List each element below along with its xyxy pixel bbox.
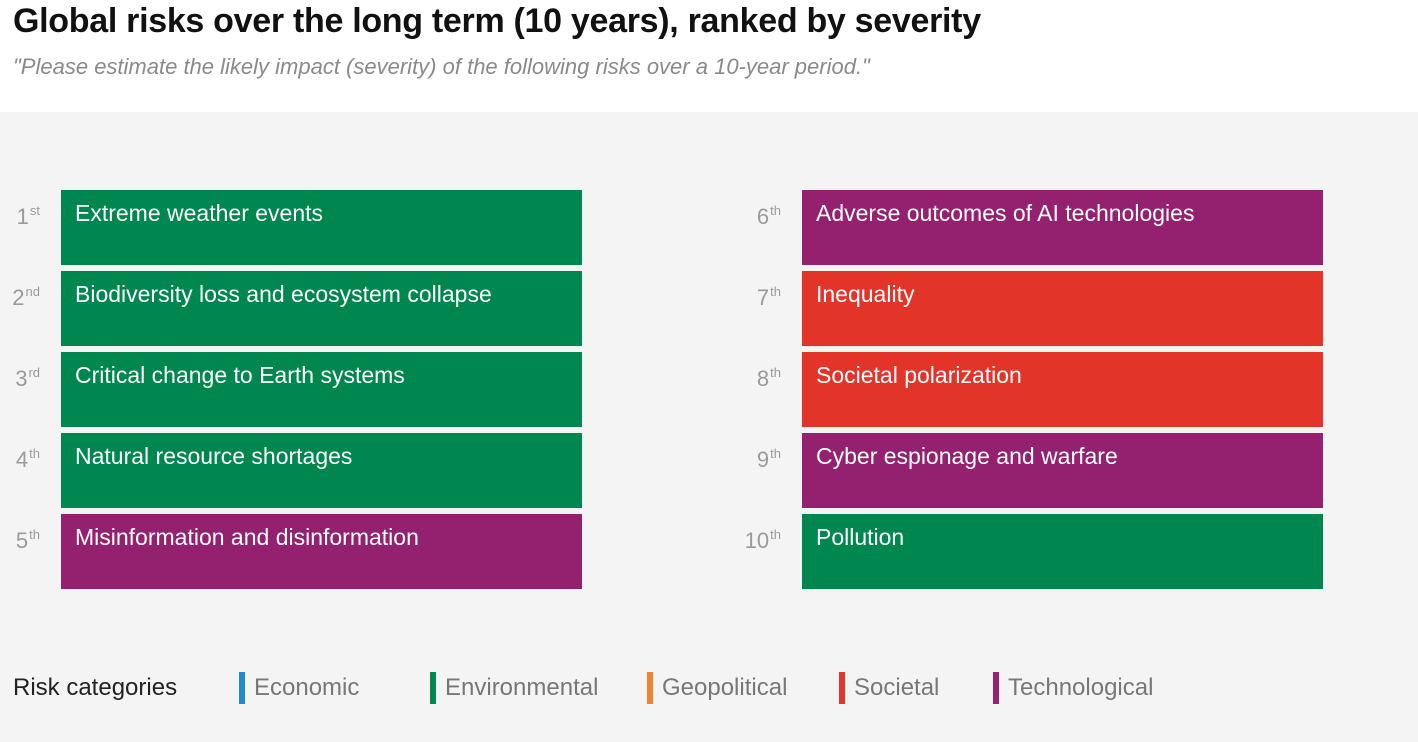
risk-ranking-list: 1st Extreme weather events 2nd Biodiversity… — [0, 112, 1418, 742]
legend-swatch — [839, 672, 845, 704]
legend: Risk categories Economic Environmental Geo… — [0, 670, 1418, 710]
rank-ordinal-suffix: th — [29, 446, 40, 461]
rank-number-value: 8 — [756, 366, 770, 391]
risk-bar: Inequality — [802, 271, 1323, 346]
risk-label: Biodiversity loss and ecosystem collapse — [75, 281, 492, 307]
rank-ordinal-suffix: th — [770, 284, 781, 299]
risk-bar: Extreme weather events — [61, 190, 582, 265]
risk-row: 10th Pollution — [741, 514, 1323, 589]
rank-number-value: 7 — [756, 285, 770, 310]
risk-bar: Cyber espionage and warfare — [802, 433, 1323, 508]
legend-label: Societal — [854, 674, 940, 701]
chart-header: Global risks over the long term (10 year… — [0, 0, 1418, 112]
risk-label: Societal polarization — [816, 362, 1022, 388]
rank-ordinal-suffix: th — [770, 446, 781, 461]
rank-number: 2nd — [0, 284, 40, 311]
risk-label: Misinformation and disinformation — [75, 524, 419, 550]
rank-number: 9th — [741, 446, 781, 473]
risk-bar: Adverse outcomes of AI technologies — [802, 190, 1323, 265]
legend-swatch — [993, 672, 999, 704]
rank-number: 8th — [741, 365, 781, 392]
rank-number-value: 5 — [15, 528, 29, 553]
rank-number-value: 4 — [15, 447, 29, 472]
rank-number: 3rd — [0, 365, 40, 392]
rank-ordinal-suffix: th — [29, 527, 40, 542]
risk-label: Pollution — [816, 524, 905, 550]
legend-title: Risk categories — [13, 674, 178, 701]
rank-number-value: 3 — [15, 366, 28, 391]
rank-number: 5th — [0, 527, 40, 554]
chart-subtitle: "Please estimate the likely impact (seve… — [13, 54, 870, 79]
risk-row: 9th Cyber espionage and warfare — [741, 433, 1323, 508]
rank-number-value: 6 — [756, 204, 770, 229]
risk-row: 5th Misinformation and disinformation — [0, 514, 582, 589]
legend-label: Technological — [1008, 674, 1154, 701]
risk-bar: Critical change to Earth systems — [61, 352, 582, 427]
rank-number: 10th — [741, 527, 781, 554]
chart-title: Global risks over the long term (10 year… — [13, 2, 981, 40]
legend-swatch — [239, 672, 245, 704]
legend-label: Environmental — [445, 674, 599, 701]
rank-number: 4th — [0, 446, 40, 473]
rank-number: 6th — [741, 203, 781, 230]
risk-row: 2nd Biodiversity loss and ecosystem colla… — [0, 271, 582, 346]
rank-number-value: 10 — [744, 528, 770, 553]
risk-label: Adverse outcomes of AI technologies — [816, 200, 1195, 226]
rank-ordinal-suffix: th — [770, 203, 781, 218]
legend-swatch — [647, 672, 653, 704]
risk-row: 3rd Critical change to Earth systems — [0, 352, 582, 427]
rank-number-value: 9 — [756, 447, 770, 472]
risk-label: Critical change to Earth systems — [75, 362, 405, 388]
risk-label: Extreme weather events — [75, 200, 324, 226]
risk-bar: Biodiversity loss and ecosystem collapse — [61, 271, 582, 346]
risk-bar: Natural resource shortages — [61, 433, 582, 508]
legend-label: Economic — [254, 674, 360, 701]
rank-ordinal-suffix: nd — [25, 284, 40, 299]
risk-bar: Societal polarization — [802, 352, 1323, 427]
risk-bar: Pollution — [802, 514, 1323, 589]
risk-label: Cyber espionage and warfare — [816, 443, 1118, 469]
risk-label: Natural resource shortages — [75, 443, 353, 469]
risk-row: 1st Extreme weather events — [0, 190, 582, 265]
rank-ordinal-suffix: th — [770, 365, 781, 380]
risk-row: 7th Inequality — [741, 271, 1323, 346]
rank-number: 1st — [0, 203, 40, 230]
risk-label: Inequality — [816, 281, 915, 307]
rank-number: 7th — [741, 284, 781, 311]
rank-ordinal-suffix: st — [29, 203, 40, 218]
rank-number-value: 2 — [12, 285, 25, 310]
legend-label: Geopolitical — [662, 674, 788, 701]
risk-row: 6th Adverse outcomes of AI technologies — [741, 190, 1323, 265]
rank-ordinal-suffix: rd — [28, 365, 40, 380]
chart-panel: 1st Extreme weather events 2nd Biodiversity… — [0, 112, 1418, 742]
legend-swatch — [430, 672, 436, 704]
risk-row: 8th Societal polarization — [741, 352, 1323, 427]
risk-bar: Misinformation and disinformation — [61, 514, 582, 589]
risk-row: 4th Natural resource shortages — [0, 433, 582, 508]
rank-ordinal-suffix: th — [770, 527, 781, 542]
rank-number-value: 1 — [16, 204, 29, 229]
